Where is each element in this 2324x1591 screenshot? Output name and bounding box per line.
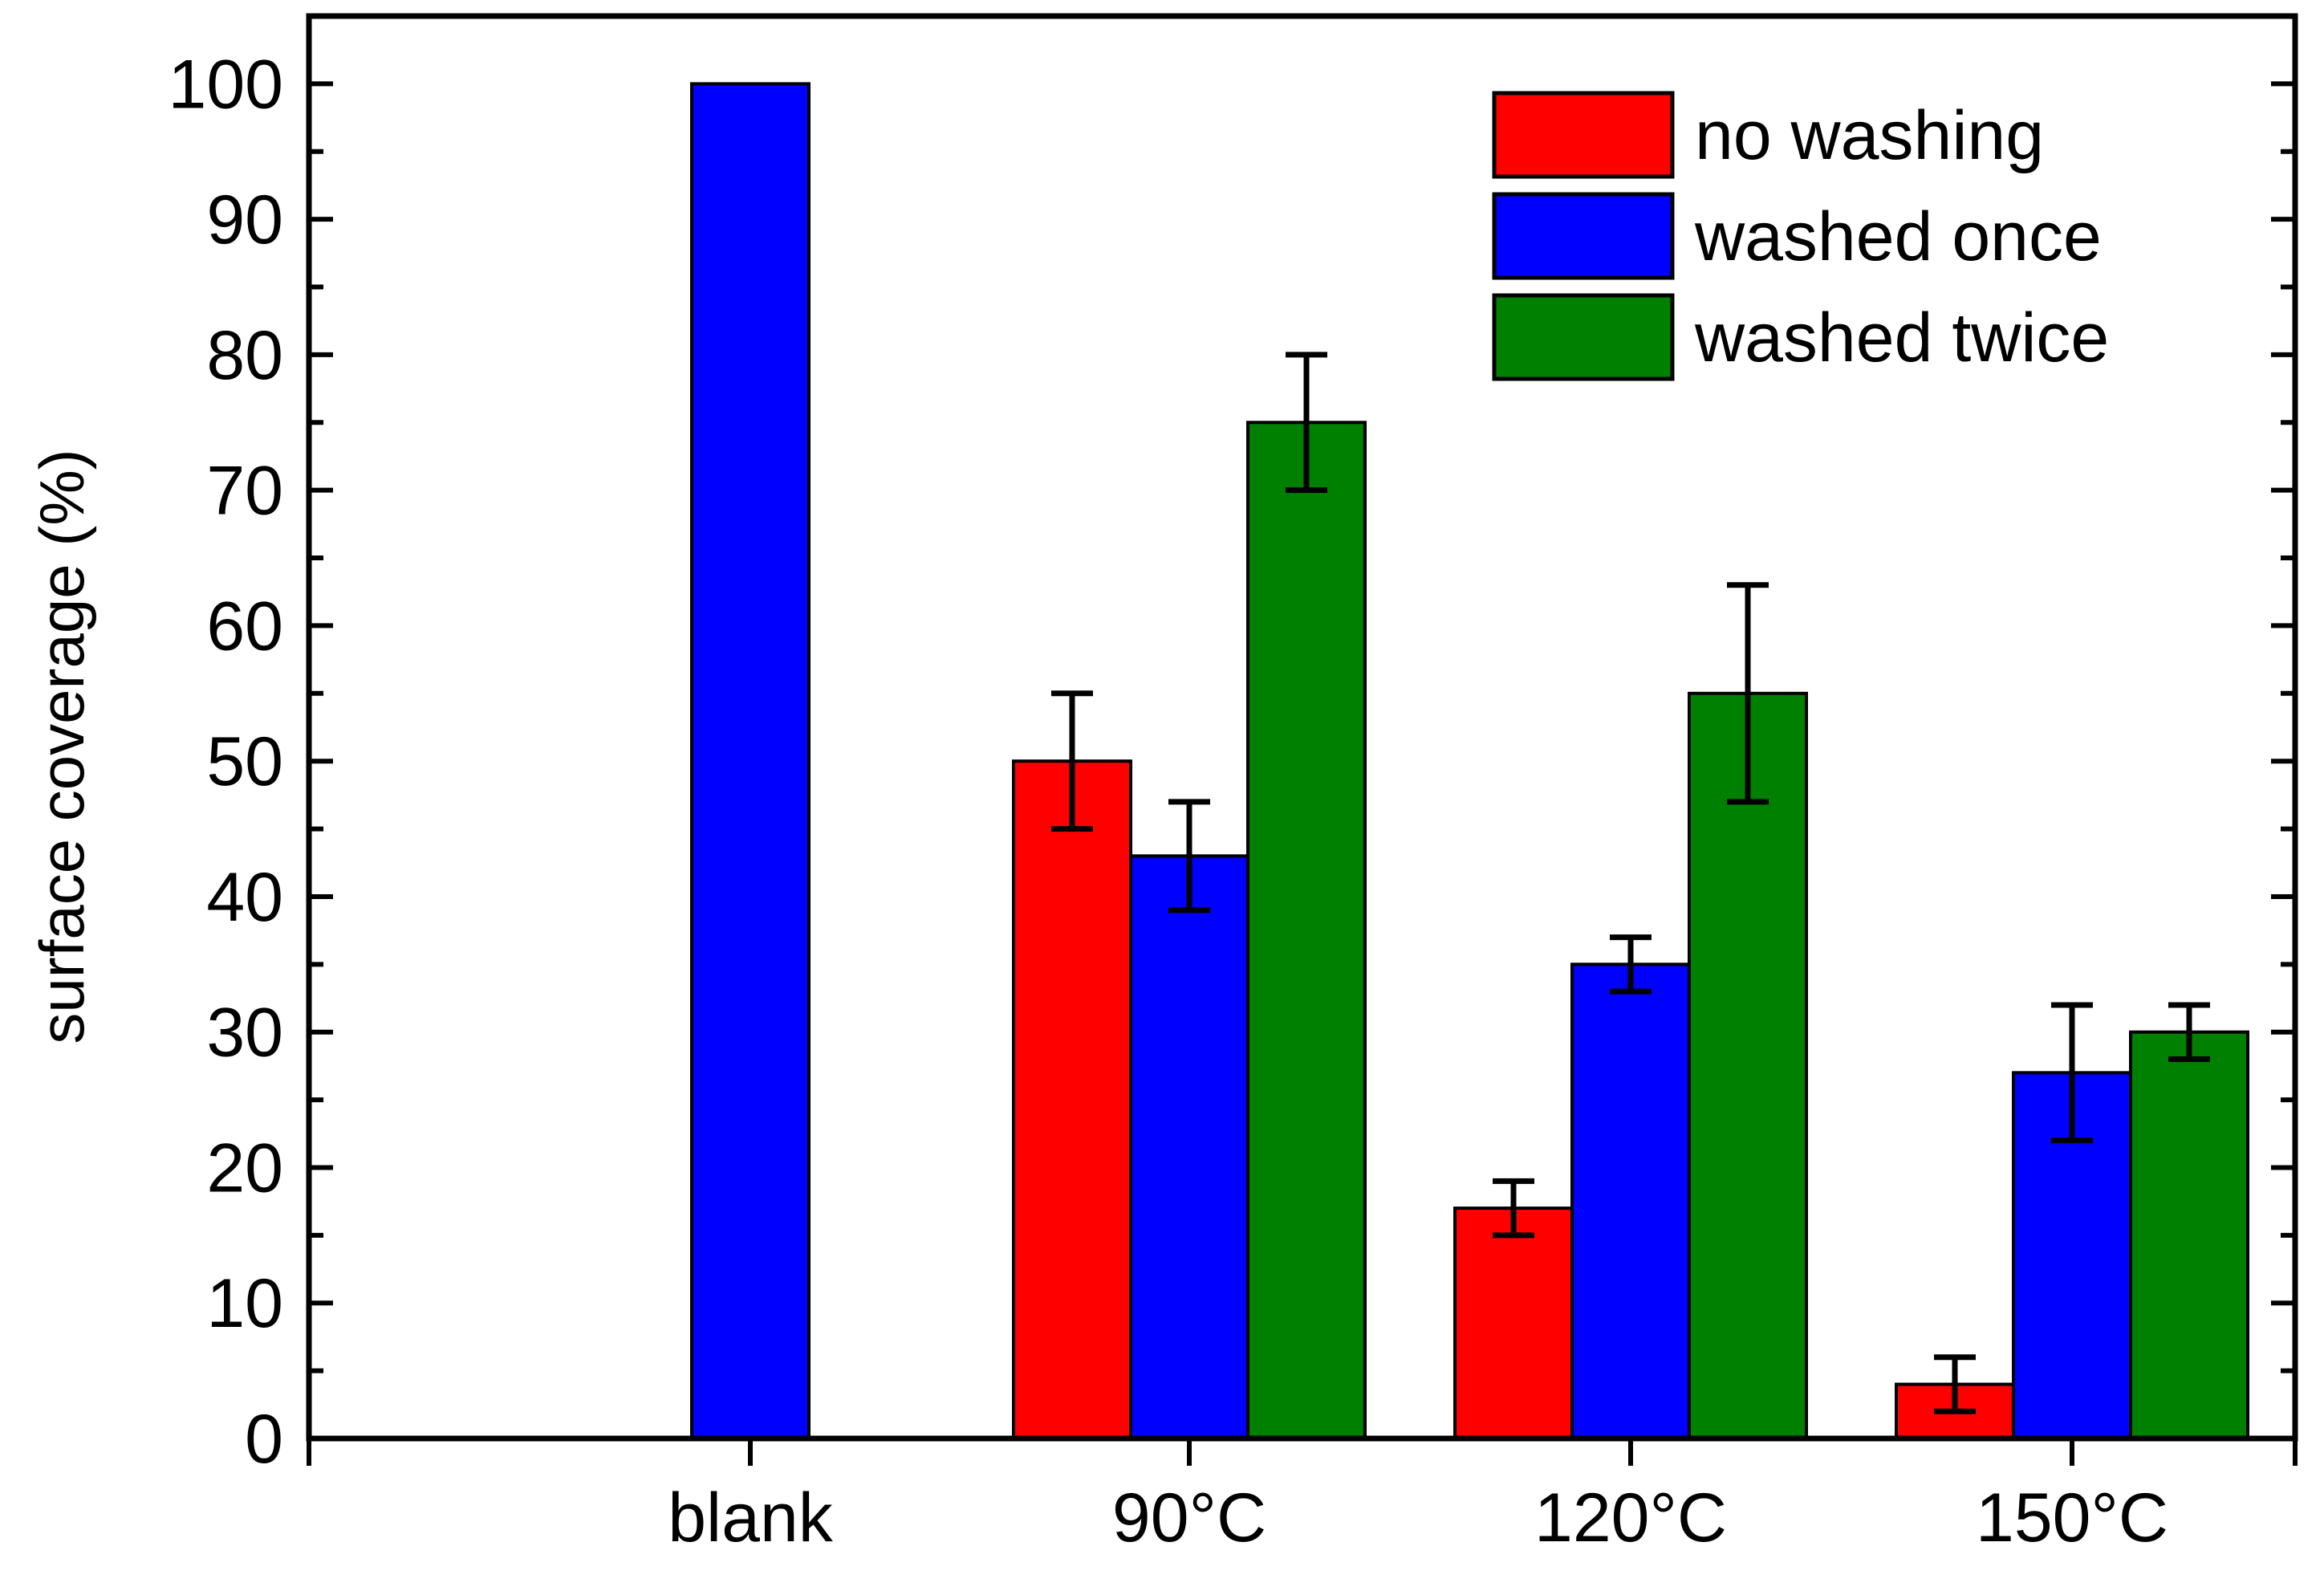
error-bar-washed-twice-90C: [1286, 352, 1327, 494]
bar-washed-once-blank: [690, 82, 811, 1440]
error-bar-no-washing-120C: [1493, 1178, 1534, 1239]
bar-washed-once-120C: [1570, 962, 1691, 1441]
legend-swatch-washed-twice: [1492, 293, 1675, 381]
error-bar-no-washing-150C: [1934, 1354, 1976, 1414]
y-axis-title: surface coverage (%): [26, 449, 97, 1044]
y-tick-label: 80: [206, 317, 283, 394]
error-bar-washed-once-120C: [1610, 934, 1652, 995]
y-tick-label: 70: [206, 453, 283, 530]
error-bars: [1051, 352, 2210, 1414]
axes-frame: [306, 13, 2298, 1466]
x-tick-label: blank: [668, 1479, 834, 1556]
legend-swatch-washed-once: [1492, 192, 1675, 280]
bar-no-washing-90C: [1012, 759, 1132, 1440]
bar-washed-twice-150C: [2129, 1030, 2249, 1440]
plot-frame: [306, 13, 2298, 1442]
bar-washed-twice-90C: [1246, 421, 1367, 1440]
x-tick-label: 120°C: [1534, 1479, 1727, 1556]
x-tick-label: 90°C: [1112, 1479, 1266, 1556]
y-tick-label: 100: [169, 46, 284, 123]
error-bar-no-washing-90C: [1051, 690, 1093, 832]
y-tick-label: 50: [206, 723, 283, 800]
y-tick-label: 30: [206, 995, 283, 1072]
y-axis-tick-labels: 0 10 20 30 40 50 60 70 80 90 100: [169, 46, 284, 1478]
bar-washed-twice-120C: [1688, 691, 1808, 1440]
y-tick-label: 60: [206, 588, 283, 665]
x-axis-tick-labels: blank 90°C 120°C 150°C: [668, 1479, 2168, 1556]
legend: no washing washed once washed twice: [1492, 91, 2109, 381]
legend-swatch-no-washing: [1492, 91, 1675, 179]
error-bar-washed-twice-120C: [1727, 582, 1769, 805]
y-tick-label: 20: [206, 1129, 283, 1206]
bar-no-washing-120C: [1453, 1206, 1574, 1440]
legend-label-washed-once: washed once: [1694, 198, 2102, 275]
legend-label-no-washing: no washing: [1695, 97, 2044, 174]
error-bar-washed-once-150C: [2051, 1002, 2093, 1144]
error-bar-washed-once-90C: [1168, 799, 1210, 914]
y-tick-label: 40: [206, 859, 283, 936]
y-tick-label: 10: [206, 1265, 283, 1342]
bar-washed-once-90C: [1129, 854, 1249, 1441]
y-tick-label: 0: [245, 1401, 283, 1478]
error-bar-washed-twice-150C: [2168, 1002, 2210, 1062]
y-tick-label: 90: [206, 181, 283, 258]
bars: [690, 82, 2249, 1441]
legend-label-washed-twice: washed twice: [1694, 299, 2109, 376]
x-tick-label: 150°C: [1976, 1479, 2168, 1556]
